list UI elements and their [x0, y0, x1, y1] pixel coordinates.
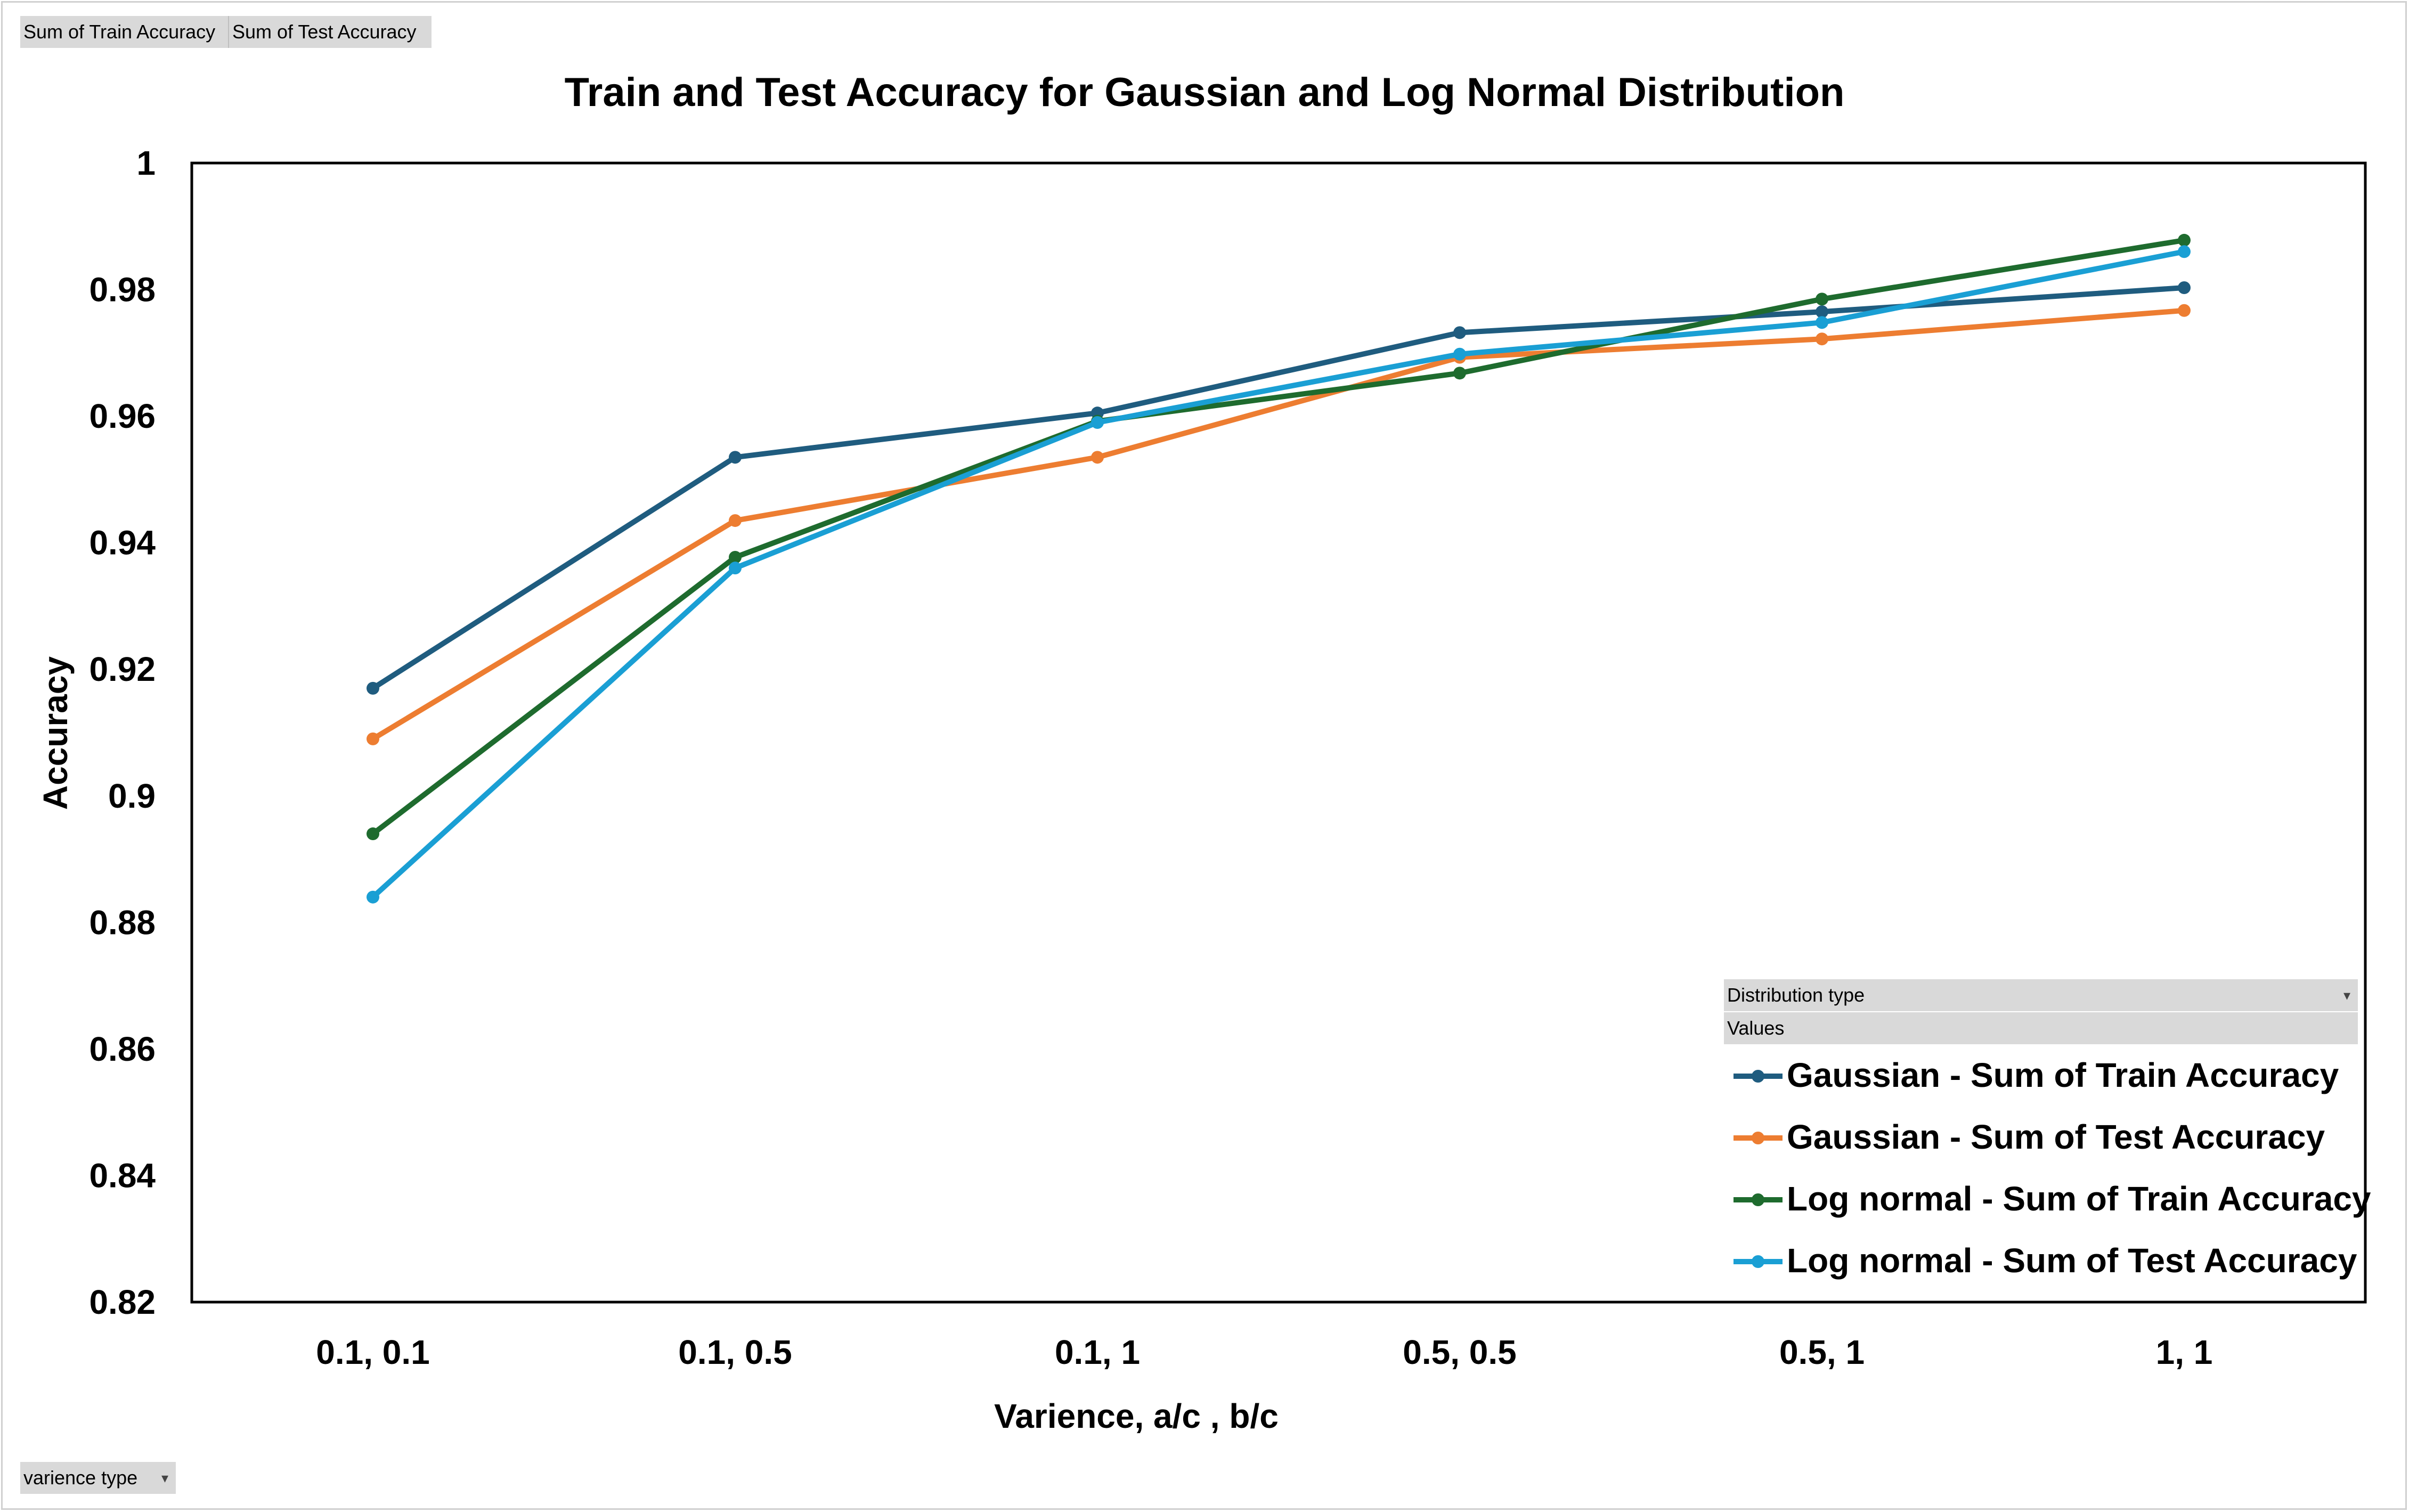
legend-swatch-marker: [1752, 1132, 1764, 1144]
data-point: [1091, 451, 1104, 464]
data-point: [367, 732, 379, 745]
legend-swatch-marker: [1752, 1255, 1764, 1268]
pivot-axis-field-label: varience type: [23, 1467, 138, 1489]
legend-swatch-marker: [1752, 1193, 1764, 1206]
data-point: [367, 890, 379, 904]
data-point: [729, 550, 742, 564]
chart-title: Train and Test Accuracy for Gaussian and…: [564, 70, 1845, 115]
data-point: [1453, 326, 1466, 339]
pivot-axis-field-button[interactable]: varience type ▾: [20, 1462, 176, 1494]
y-tick-label: 0.86: [89, 1030, 156, 1068]
y-tick-label: 0.98: [89, 271, 156, 309]
legend-label: Log normal - Sum of Train Accuracy: [1787, 1180, 2371, 1218]
y-tick-label: 0.88: [89, 903, 156, 941]
data-point: [1816, 316, 1828, 329]
data-point: [367, 681, 379, 695]
x-tick-label: 1, 1: [2156, 1333, 2213, 1371]
legend-swatch-marker: [1752, 1070, 1764, 1083]
data-point: [2178, 281, 2191, 294]
legend-label: Log normal - Sum of Test Accuracy: [1787, 1241, 2357, 1280]
x-tick-label: 0.5, 0.5: [1403, 1333, 1517, 1371]
data-point: [2178, 304, 2191, 317]
pivot-legend-field-label: Distribution type: [1727, 984, 1865, 1006]
legend-swatch: [1733, 1255, 1783, 1268]
data-point: [2178, 245, 2191, 258]
x-axis-label: Varience, a/c , b/c: [994, 1397, 1279, 1435]
data-point: [729, 514, 742, 527]
y-tick-label: 0.9: [108, 777, 156, 815]
data-point: [1816, 305, 1828, 319]
legend-item: Log normal - Sum of Test Accuracy: [1731, 1239, 2357, 1282]
data-point: [1816, 332, 1828, 346]
x-tick-label: 0.5, 1: [1779, 1333, 1865, 1371]
legend-item: Gaussian - Sum of Test Accuracy: [1731, 1116, 2325, 1158]
data-point: [729, 562, 742, 575]
legend-item: Log normal - Sum of Train Accuracy: [1731, 1177, 2371, 1220]
series-line-1: [370, 284, 2187, 691]
dropdown-arrow-icon: ▾: [161, 1470, 168, 1486]
legend-swatch: [1733, 1070, 1783, 1083]
legend-swatch: [1733, 1193, 1783, 1206]
legend-label: Gaussian - Sum of Train Accuracy: [1787, 1056, 2339, 1094]
x-tick-label: 0.1, 0.5: [678, 1333, 792, 1371]
data-point: [1453, 367, 1466, 380]
pivot-value-field-train[interactable]: Sum of Train Accuracy: [20, 16, 228, 48]
pivot-values-label: Values: [1724, 1012, 2358, 1044]
data-point: [2178, 233, 2191, 247]
x-tick-label: 0.1, 0.1: [316, 1333, 430, 1371]
series-line-4: [370, 249, 2187, 900]
series-line-2: [370, 307, 2187, 742]
legend-item: Gaussian - Sum of Train Accuracy: [1731, 1054, 2339, 1096]
pivot-value-field-test[interactable]: Sum of Test Accuracy: [228, 16, 432, 48]
legend-swatch: [1733, 1132, 1783, 1144]
data-point: [1816, 292, 1828, 306]
data-point: [1091, 416, 1104, 429]
dropdown-arrow-icon: ▾: [2343, 987, 2350, 1003]
plot-area-border: [190, 161, 2367, 1304]
series-line-3: [370, 237, 2187, 837]
y-tick-label: 0.84: [89, 1156, 156, 1194]
y-tick-label: 0.92: [89, 650, 156, 688]
y-tick-label: 0.96: [89, 397, 156, 435]
data-point: [1453, 347, 1466, 361]
y-axis-label: Accuracy: [36, 656, 75, 810]
data-point: [367, 827, 379, 841]
data-point: [729, 451, 742, 464]
y-tick-label: 0.82: [89, 1283, 156, 1321]
y-tick-label: 0.94: [89, 524, 156, 562]
legend-label: Gaussian - Sum of Test Accuracy: [1787, 1118, 2325, 1156]
x-tick-label: 0.1, 1: [1055, 1333, 1140, 1371]
y-tick-label: 1: [136, 144, 156, 182]
pivot-legend-field-button[interactable]: Distribution type ▾: [1724, 979, 2358, 1011]
